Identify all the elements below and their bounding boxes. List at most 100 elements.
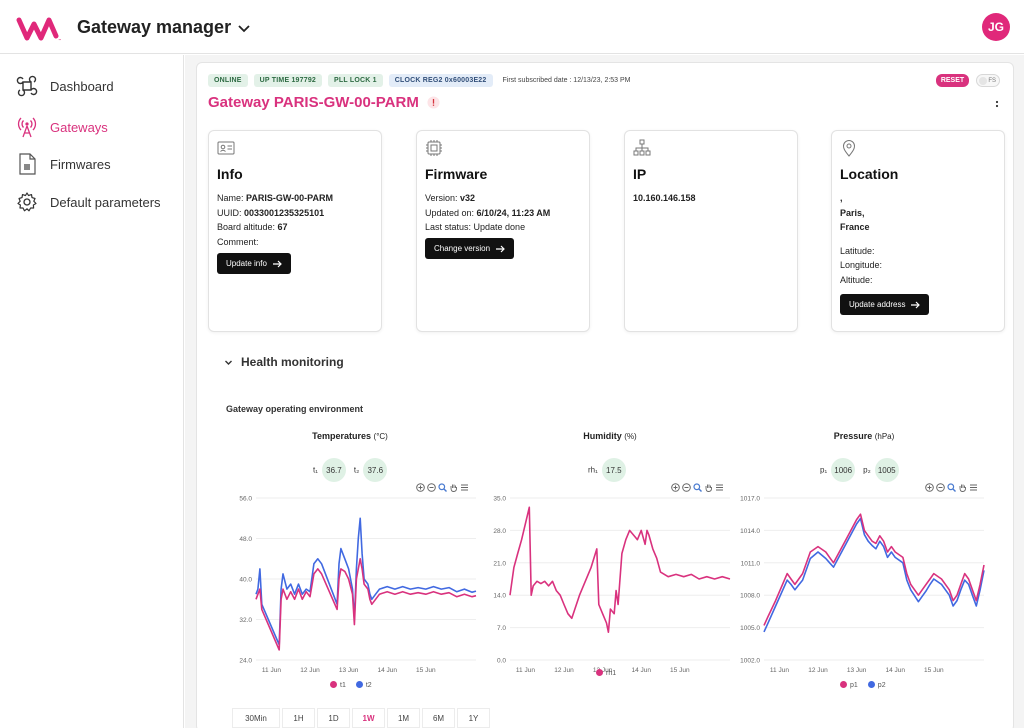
magnifier-icon[interactable] [947, 483, 956, 492]
humidity-readouts: rh₁ 17.5 [588, 458, 626, 482]
legend-item-t1[interactable]: t1 [330, 681, 346, 689]
range-button-1w[interactable]: 1W [352, 708, 385, 728]
range-button-1d[interactable]: 1D [317, 708, 350, 728]
zoom-out-icon[interactable] [682, 483, 691, 492]
firmware-card: Firmware Version: v32 Updated on: 6/10/2… [416, 130, 590, 332]
legend-label: t2 [365, 682, 372, 689]
legend-item-p2[interactable]: p2 [867, 681, 886, 689]
health-monitoring-toggle[interactable]: Health monitoring [224, 355, 344, 369]
sidebar-item-gateways[interactable]: Gateways [16, 114, 108, 140]
brand-logo[interactable]: ™ [16, 12, 64, 44]
info-uuid: UUID: 0033001235325101 [217, 207, 325, 218]
range-button-1y[interactable]: 1Y [457, 708, 490, 728]
legend-item-rh1[interactable]: rh1 [596, 669, 616, 677]
legend-label: p1 [850, 682, 858, 689]
y-tick-label: 7.0 [497, 625, 506, 632]
magnifier-icon[interactable] [693, 483, 702, 492]
zoom-in-icon[interactable] [925, 483, 934, 492]
update-info-button[interactable]: Update info [217, 253, 291, 274]
sidebar-item-firmwares[interactable]: Firmwares [16, 151, 111, 177]
user-avatar[interactable]: JG [982, 13, 1010, 41]
update-address-button[interactable]: Update address [840, 294, 930, 315]
y-tick-label: 28.0 [493, 528, 506, 535]
zoom-in-icon[interactable] [671, 483, 680, 492]
x-tick-label: 11 Jun [516, 667, 535, 674]
pressure-legend: p1 p2 [840, 681, 886, 689]
sidebar-item-label: Gateways [50, 119, 108, 135]
zoom-out-icon[interactable] [427, 483, 436, 492]
location-longitude: Longitude: [840, 260, 883, 270]
reset-button[interactable]: RESET [936, 74, 969, 87]
ip-address: 10.160.146.158 [633, 193, 696, 203]
sidebar-item-default-parameters[interactable]: Default parameters [16, 189, 161, 215]
info-name: Name: PARIS-GW-00-PARM [217, 193, 334, 203]
pan-hand-icon[interactable] [958, 483, 967, 492]
x-tick-label: 14 Jun [377, 667, 397, 674]
location-country: France [840, 222, 870, 232]
y-tick-label: 1011.0 [741, 560, 761, 567]
p1-readout: p₁ 1006 [820, 458, 856, 482]
temperature-legend: t1 t2 [330, 681, 372, 689]
pan-hand-icon[interactable] [449, 483, 458, 492]
pan-hand-icon[interactable] [704, 483, 713, 492]
humidity-legend: rh1 [596, 669, 616, 677]
x-tick-label: 15 Jun [416, 667, 436, 674]
range-button-6m[interactable]: 6M [422, 708, 455, 728]
menu-icon[interactable] [715, 483, 724, 492]
location-city: Paris, [840, 207, 865, 218]
card-title: IP [633, 166, 647, 182]
series-line-p2 [763, 517, 985, 633]
x-tick-label: 12 Jun [554, 667, 574, 674]
temperature-chart-title: Temperatures (°C) [312, 431, 388, 441]
legend-dot [867, 681, 875, 688]
sidebar-item-label: Default parameters [50, 194, 161, 210]
series-line-t1 [255, 558, 477, 651]
status-badge: ONLINE [208, 74, 248, 87]
zoom-in-icon[interactable] [416, 483, 425, 492]
change-version-button[interactable]: Change version [425, 238, 515, 259]
y-tick-label: 21.0 [493, 560, 506, 567]
status-badge: UP TIME 197792 [253, 74, 323, 87]
magnifier-icon[interactable] [438, 483, 447, 492]
zoom-out-icon[interactable] [936, 483, 945, 492]
y-tick-label: 40.0 [239, 577, 252, 584]
x-tick-label: 15 Jun [924, 667, 944, 674]
menu-icon[interactable] [460, 483, 469, 492]
x-tick-label: 12 Jun [300, 667, 320, 674]
legend-dot [840, 681, 847, 688]
sidebar-item-label: Dashboard [50, 78, 114, 94]
chevron-down-icon [225, 360, 232, 365]
arrow-right-icon [272, 260, 282, 267]
warning-icon[interactable] [427, 96, 440, 109]
more-options-icon[interactable] [994, 98, 1000, 112]
chevron-down-icon [238, 24, 250, 32]
y-tick-label: 0.0 [497, 658, 506, 665]
y-tick-label: 56.0 [239, 496, 252, 503]
firmware-updated: Updated on: 6/10/24, 11:23 AM [425, 207, 551, 218]
pressure-chart[interactable]: 1017.0 1014.0 1011.0 1008.0 1005.0 1002.0 11 J… [738, 495, 988, 680]
status-badge: PLL LOCK 1 [328, 74, 383, 87]
app-switcher[interactable]: Gateway manager [77, 17, 251, 38]
top-bar: ™ Gateway manager JG [0, 0, 1024, 54]
menu-icon[interactable] [969, 483, 978, 492]
page-title: Gateway PARIS-GW-00-PARM [208, 94, 440, 111]
fs-toggle[interactable]: FS [976, 74, 1000, 87]
legend-item-t2[interactable]: t2 [355, 681, 372, 689]
legend-item-p1[interactable]: p1 [840, 681, 858, 689]
sidebar-item-dashboard[interactable]: Dashboard [16, 73, 114, 99]
range-button-30min[interactable]: 30Min [232, 708, 280, 728]
ip-card: IP 10.160.146.158 [624, 130, 798, 332]
range-button-1h[interactable]: 1H [282, 708, 315, 728]
legend-dot [596, 669, 603, 676]
y-tick-label: 1017.0 [740, 496, 760, 503]
card-title: Location [840, 166, 899, 182]
status-badges: ONLINE UP TIME 197792 PLL LOCK 1 CLOCK R… [208, 74, 631, 87]
y-tick-label: 1008.0 [740, 593, 760, 600]
series-line-p1 [763, 513, 985, 626]
location-altitude: Altitude: [840, 274, 873, 285]
temperature-chart[interactable]: 56.0 48.0 40.0 32.0 24.0 11 Jun 12 Jun 13 Jun 14… [230, 495, 480, 680]
temperature-readouts: t₁ 36.7 t₂ 37.6 [313, 458, 388, 482]
range-button-1m[interactable]: 1M [387, 708, 420, 728]
network-icon [633, 139, 651, 156]
